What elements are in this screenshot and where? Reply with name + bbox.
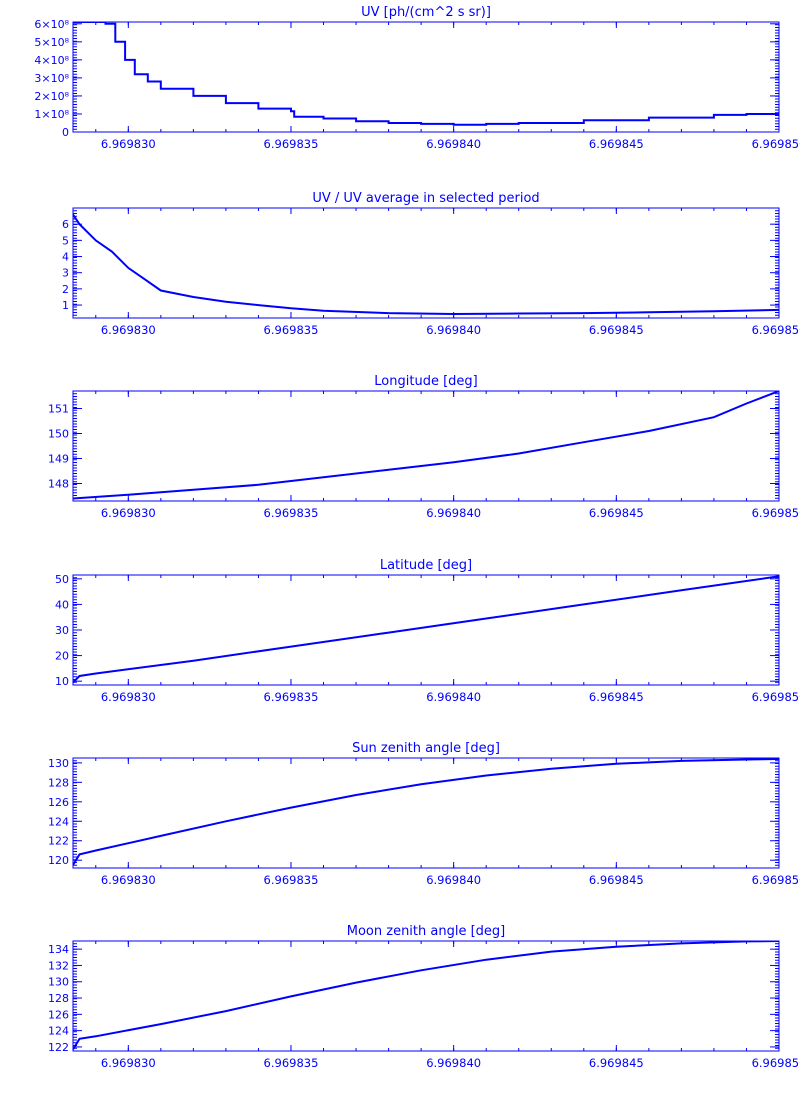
- y-tick-label: 128: [48, 776, 69, 789]
- data-series-line: [73, 575, 779, 684]
- x-tick-label: 6.969840: [426, 873, 481, 887]
- y-tick-label: 126: [48, 796, 69, 809]
- y-tick-label: 151: [48, 403, 69, 416]
- x-tick-label: 6.969835: [264, 506, 319, 520]
- y-tick-label: 126: [48, 1008, 69, 1021]
- plot-frame: [72, 757, 780, 869]
- x-tick-label: 6.969840: [426, 506, 481, 520]
- data-series-line: [73, 22, 779, 126]
- x-tick-label: 6.969845: [589, 1056, 644, 1070]
- plot-frame: [72, 207, 780, 319]
- plot-frame: [72, 21, 780, 133]
- y-tick-label: 5×10⁸: [34, 36, 69, 49]
- y-tick-label: 50: [55, 573, 69, 586]
- y-tick-label: 4: [62, 251, 69, 264]
- x-tick-label: 6.969835: [264, 137, 319, 151]
- x-tick-label: 6.969845: [589, 323, 644, 337]
- data-series-line: [73, 758, 779, 866]
- chart-panel-3: Longitude [deg] 6.969830 6.969835 6.969840 6…: [48, 374, 800, 520]
- x-tick-label: 6.969840: [426, 690, 481, 704]
- y-tick-label: 3×10⁸: [34, 72, 69, 85]
- x-tick-label: 6.969835: [264, 690, 319, 704]
- x-tick-label: 6.969840: [426, 1056, 481, 1070]
- y-tick-label: 1: [62, 299, 69, 312]
- x-tick-label: 6.969835: [264, 873, 319, 887]
- x-tick-label: 6.969845: [589, 506, 644, 520]
- chart-panel-1: UV [ph/(cm^2 s sr)] 6.969830 6.969835 6.969…: [34, 5, 800, 151]
- y-tick-label: 6×10⁸: [34, 18, 69, 31]
- y-tick-label: 10: [55, 675, 69, 688]
- y-tick-label: 124: [48, 815, 69, 828]
- chart-title: Latitude [deg]: [380, 558, 472, 573]
- chart-title: UV [ph/(cm^2 s sr)]: [361, 5, 491, 20]
- y-tick-label: 120: [48, 854, 69, 867]
- y-tick-label: 30: [55, 624, 69, 637]
- y-tick-label: 6: [62, 218, 69, 231]
- y-tick-label: 130: [48, 976, 69, 989]
- x-tick-label: 6.969830: [101, 1056, 156, 1070]
- x-tick-label: 6.969845: [589, 137, 644, 151]
- x-tick-label: 6.969840: [426, 137, 481, 151]
- y-tick-label: 2×10⁸: [34, 90, 69, 103]
- y-tick-label: 124: [48, 1025, 69, 1038]
- y-tick-label: 1×10⁸: [34, 108, 69, 121]
- y-tick-label: 122: [48, 835, 69, 848]
- x-tick-label: 6.969840: [426, 323, 481, 337]
- data-series-line: [73, 941, 779, 1050]
- y-tick-label: 5: [62, 234, 69, 247]
- y-tick-label: 132: [48, 959, 69, 972]
- y-tick-label: 0: [62, 126, 69, 139]
- x-tick-label: 6.969845: [589, 873, 644, 887]
- x-tick-label: 6.969845: [589, 690, 644, 704]
- plot-frame: [72, 940, 780, 1052]
- y-tick-label: 150: [48, 428, 69, 441]
- y-tick-label: 2: [62, 283, 69, 296]
- chart-title: Sun zenith angle [deg]: [352, 741, 500, 756]
- chart-panel-4: Latitude [deg] 6.969830 6.969835 6.969840 6.…: [55, 558, 800, 704]
- x-tick-label: 6.969830: [101, 873, 156, 887]
- x-tick-label: 6.969835: [264, 323, 319, 337]
- chart-title: Longitude [deg]: [374, 374, 477, 389]
- chart-title: Moon zenith angle [deg]: [347, 924, 505, 939]
- data-series-line: [73, 213, 779, 316]
- chart-title: UV / UV average in selected period: [312, 191, 539, 206]
- y-tick-label: 130: [48, 757, 69, 770]
- y-tick-label: 134: [48, 943, 69, 956]
- y-tick-label: 3: [62, 267, 69, 280]
- y-tick-label: 128: [48, 992, 69, 1005]
- x-tick-label: 6.969830: [101, 506, 156, 520]
- x-tick-label: 6.969830: [101, 137, 156, 151]
- y-tick-label: 122: [48, 1041, 69, 1054]
- chart-panel-6: Moon zenith angle [deg] 6.969830 6.969835 6…: [48, 924, 800, 1070]
- x-tick-label: 6.969835: [264, 1056, 319, 1070]
- data-series-line: [73, 391, 779, 500]
- y-tick-label: 149: [48, 453, 69, 466]
- chart-panel-5: Sun zenith angle [deg] 6.969830 6.969835 6.…: [48, 741, 800, 887]
- y-tick-label: 40: [55, 598, 69, 611]
- y-tick-label: 148: [48, 478, 69, 491]
- y-tick-label: 4×10⁸: [34, 54, 69, 67]
- chart-panel-2: UV / UV average in selected period 6.9698…: [62, 191, 800, 337]
- x-tick-label: 6.969830: [101, 323, 156, 337]
- x-tick-label: 6.969830: [101, 690, 156, 704]
- y-tick-label: 20: [55, 650, 69, 663]
- plot-frame: [72, 390, 780, 502]
